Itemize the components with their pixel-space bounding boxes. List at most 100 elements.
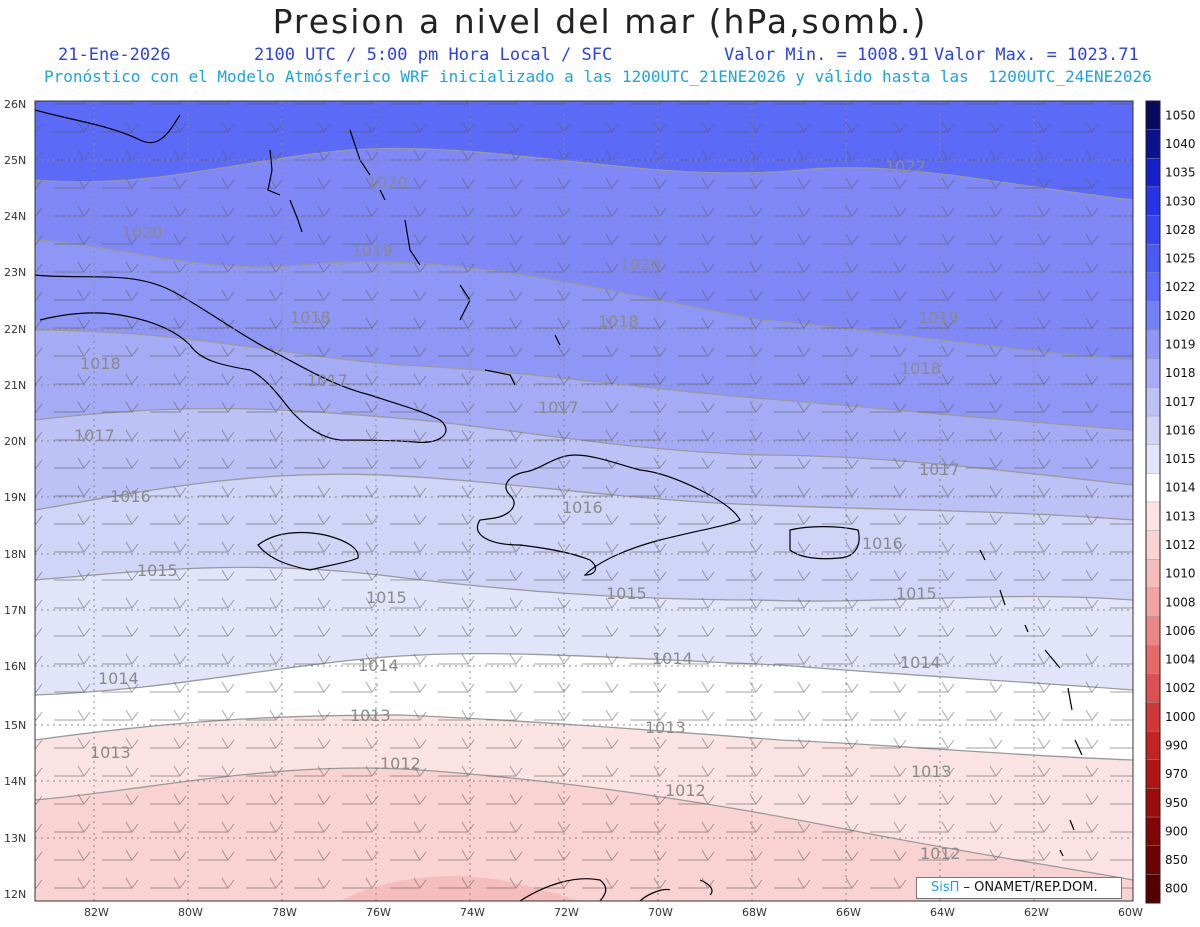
colorbar-label: 1030 [1165, 194, 1196, 208]
colorbar-swatch [1145, 215, 1161, 245]
contour-label: 1020 [620, 255, 661, 274]
longitude-axis: 82W 80W 78W 76W 74W 72W 70W 68W 66W 64W … [84, 906, 1143, 919]
contour-label: 1016 [862, 534, 903, 553]
colorbar-swatch [1145, 473, 1161, 503]
colorbar-frame [1145, 100, 1161, 904]
contour-label: 1016 [110, 487, 151, 506]
south-america-coast [519, 878, 713, 901]
shaded-pressure-field [35, 101, 1133, 901]
colorbar-swatch [1145, 788, 1161, 818]
colorbar-label: 1020 [1165, 309, 1196, 323]
colorbar-swatch [1145, 100, 1161, 130]
graticule [35, 101, 1133, 901]
colorbar-swatch [1145, 645, 1161, 675]
colorbar-swatch [1145, 874, 1161, 904]
contour-label: 1013 [911, 762, 952, 781]
lon-tick-label: 66W [836, 906, 861, 919]
contour-label: 1018 [290, 308, 331, 327]
contour-label: 1012 [380, 754, 421, 773]
colorbar-swatch [1145, 845, 1161, 875]
colorbar-label: 1040 [1165, 137, 1196, 151]
sispi-logo: SisΠ [931, 880, 960, 895]
lat-tick-label: 15N [4, 719, 26, 732]
contour-label: 1017 [74, 426, 115, 445]
contour-label: 1015 [366, 588, 407, 607]
colorbar-label: 1014 [1165, 481, 1196, 495]
colorbar-label: 1035 [1165, 166, 1196, 180]
lat-tick-label: 26N [4, 98, 26, 111]
contour-label: 1013 [90, 743, 131, 762]
colorbar-label: 800 [1165, 882, 1188, 896]
florida-keys [35, 109, 181, 144]
lon-tick-label: 70W [648, 906, 673, 919]
colorbar-label: 1028 [1165, 223, 1196, 237]
lat-tick-label: 24N [4, 210, 26, 223]
valid-time-label: 2100 UTC / 5:00 pm Hora Local / SFC [254, 45, 613, 65]
contour-label: 1019 [918, 308, 959, 327]
lon-tick-label: 74W [460, 906, 485, 919]
colorbar-swatch [1145, 759, 1161, 789]
colorbar-swatch [1145, 272, 1161, 302]
lat-tick-label: 17N [4, 604, 26, 617]
lon-tick-label: 82W [84, 906, 109, 919]
colorbar-swatch [1145, 587, 1161, 617]
pressure-colorbar: 1050 1040 1035 1030 1028 1025 1022 1020 1019 1018… [1145, 100, 1196, 904]
contour-label: 1015 [137, 561, 178, 580]
contour-label: 1015 [606, 584, 647, 603]
credit-box: SisΠ – ONAMET/REP.DOM. [916, 877, 1122, 899]
lon-tick-label: 62W [1024, 906, 1049, 919]
contour-label: 1012 [665, 781, 706, 800]
colorbar-label: 1004 [1165, 653, 1196, 667]
contour-label: 1017 [538, 398, 579, 417]
colorbar-swatch [1145, 244, 1161, 274]
colorbar-label: 1010 [1165, 567, 1196, 581]
lat-tick-label: 13N [4, 832, 26, 845]
contour-label: 1014 [652, 649, 693, 668]
contour-label: 1012 [920, 844, 961, 863]
lon-tick-label: 80W [178, 906, 203, 919]
colorbar-label: 1015 [1165, 452, 1196, 466]
colorbar-swatch [1145, 301, 1161, 331]
contour-label: 1018 [598, 312, 639, 331]
contour-label: 1013 [645, 718, 686, 737]
lon-tick-label: 78W [272, 906, 297, 919]
contour-label: 1016 [562, 498, 603, 517]
colorbar-label: 970 [1165, 767, 1188, 781]
colorbar-swatch [1145, 186, 1161, 216]
contour-label: 1018 [80, 354, 121, 373]
date-label: 21-Ene-2026 [58, 45, 171, 65]
cuba-coast [35, 274, 447, 444]
forecast-info: Pronóstico con el Modelo Atmósferico WRF… [44, 67, 1152, 86]
contour-label: 1020 [367, 173, 408, 192]
colorbar-label: 850 [1165, 853, 1188, 867]
min-value-label: Valor Min. = 1008.91 [724, 45, 929, 65]
colorbar-swatch [1145, 559, 1161, 589]
colorbar-swatch [1145, 501, 1161, 531]
wind-barbs [35, 101, 1133, 901]
contour-labels: 1022 1020 1020 1020 1019 1019 1018 1018 … [74, 157, 961, 863]
jamaica-coast [257, 531, 359, 571]
contour-label: 1014 [900, 653, 941, 672]
contour-label: 1014 [98, 669, 139, 688]
lon-tick-label: 76W [366, 906, 391, 919]
colorbar-label: 990 [1165, 738, 1188, 752]
lat-tick-label: 16N [4, 660, 26, 673]
lat-tick-label: 14N [4, 775, 26, 788]
colorbar-label: 1022 [1165, 280, 1196, 294]
colorbar-swatch [1145, 444, 1161, 474]
colorbar-label: 1050 [1165, 108, 1196, 122]
colorbar-swatch [1145, 816, 1161, 846]
lat-tick-label: 19N [4, 491, 26, 504]
colorbar-label: 1002 [1165, 681, 1196, 695]
colorbar-label: 1017 [1165, 395, 1196, 409]
contour-label: 1018 [900, 359, 941, 378]
lesser-antilles [979, 549, 1083, 857]
lat-tick-label: 25N [4, 154, 26, 167]
lat-tick-label: 20N [4, 435, 26, 448]
colorbar-swatch [1145, 329, 1161, 359]
colorbar-swatch [1145, 702, 1161, 732]
colorbar-label: 1000 [1165, 710, 1196, 724]
contour-label: 1015 [896, 584, 937, 603]
credit-text: – ONAMET/REP.DOM. [959, 880, 1098, 895]
